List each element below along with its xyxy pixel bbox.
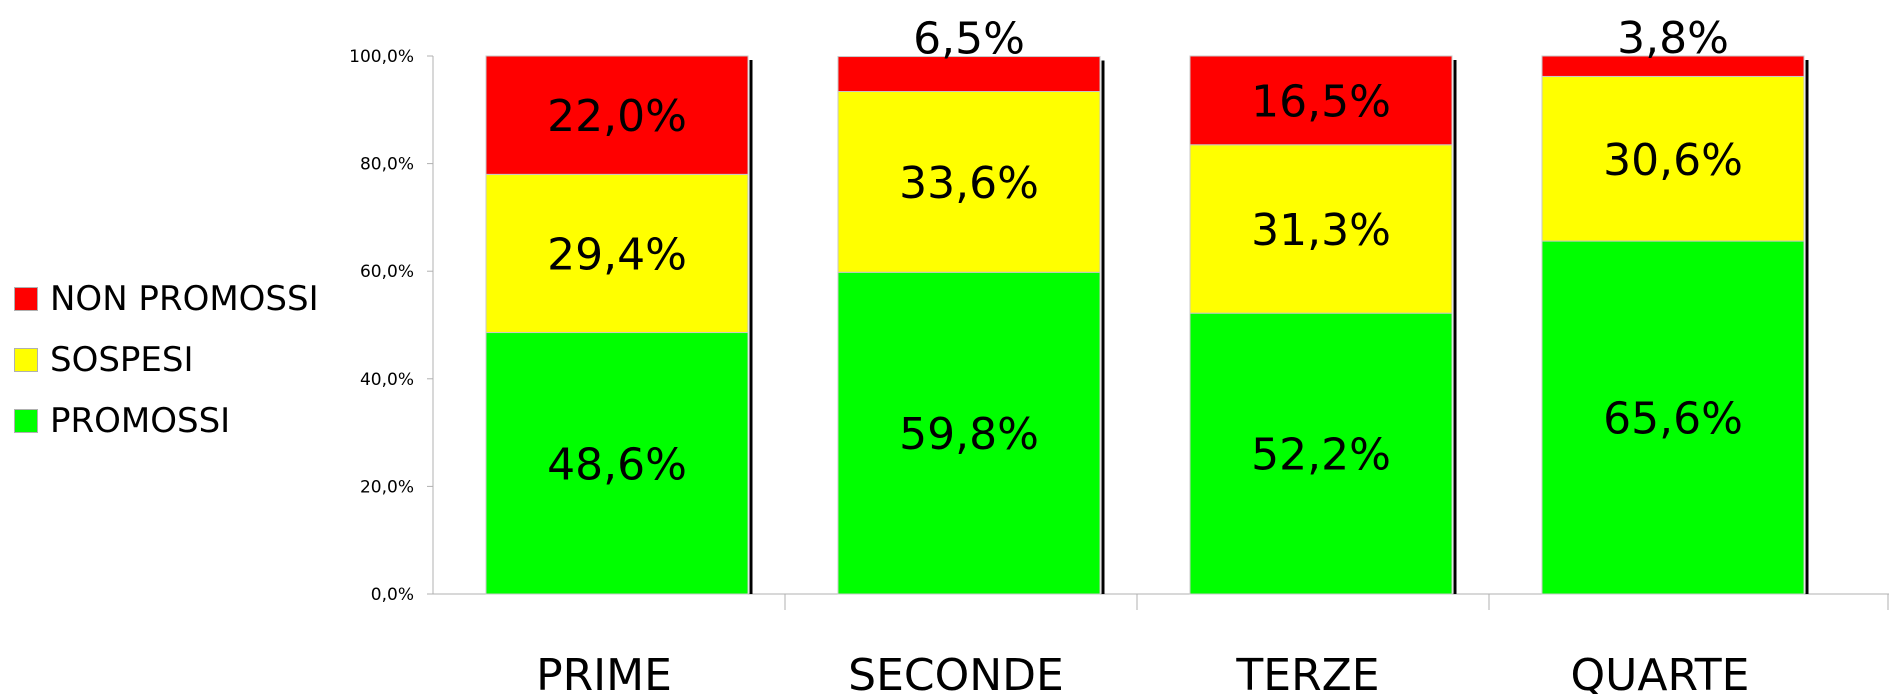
- y-tick-label: 40,0%: [360, 370, 414, 390]
- legend-label-non-promossi: NON PROMOSSI: [50, 278, 319, 319]
- data-label: 16,5%: [1251, 76, 1391, 127]
- bar-segment: [837, 271, 1101, 595]
- y-tick-label: 20,0%: [360, 477, 414, 497]
- chart-bars: [485, 55, 1809, 595]
- bar-segment: [1189, 312, 1453, 595]
- y-tick-label: 100,0%: [349, 47, 414, 67]
- legend-label-sospesi: SOSPESI: [50, 339, 194, 380]
- bar-segment: [837, 56, 1101, 93]
- data-label: 65,6%: [1603, 394, 1743, 445]
- data-label: 30,6%: [1603, 135, 1743, 186]
- legend-item-sospesi: SOSPESI: [14, 329, 319, 390]
- bar-segment: [1189, 144, 1453, 314]
- legend-swatch-sospesi: [14, 347, 38, 372]
- bar-segment: [1189, 55, 1453, 146]
- legend-swatch-non-promossi: [14, 286, 38, 311]
- chart-labels: 48,6% 29,4% 22,0% PRIME 59,8% 33,6% 6,5% SECOND…: [536, 13, 1749, 694]
- legend-item-non-promossi: NON PROMOSSI: [14, 268, 319, 329]
- data-label: 33,6%: [899, 158, 1039, 209]
- data-label: 3,8%: [1617, 13, 1729, 64]
- bar-segment: [837, 91, 1101, 273]
- bar-segment: [485, 173, 749, 334]
- y-tick-label: 80,0%: [360, 155, 414, 175]
- data-label: 31,3%: [1251, 205, 1391, 256]
- data-label: 59,8%: [899, 409, 1039, 460]
- y-tick-label: 0,0%: [371, 585, 414, 605]
- x-category-label: SECONDE: [848, 650, 1064, 694]
- legend-label-promossi: PROMOSSI: [50, 400, 231, 441]
- legend-item-promossi: PROMOSSI: [14, 390, 319, 451]
- bar-segment: [1541, 240, 1805, 595]
- y-tick-label: 60,0%: [360, 262, 414, 282]
- data-label: 48,6%: [547, 439, 687, 490]
- bar-segment: [485, 55, 749, 175]
- data-label: 52,2%: [1251, 430, 1391, 481]
- data-label: 29,4%: [547, 229, 687, 280]
- bar-segment: [1541, 75, 1805, 242]
- data-label: 6,5%: [913, 14, 1025, 65]
- legend: NON PROMOSSI SOSPESI PROMOSSI: [14, 268, 319, 451]
- x-category-label: TERZE: [1235, 650, 1379, 694]
- bar-segment: [1541, 55, 1805, 77]
- bar-segment: [485, 332, 749, 595]
- x-category-label: QUARTE: [1571, 650, 1750, 694]
- data-label: 22,0%: [547, 91, 687, 142]
- legend-swatch-promossi: [14, 408, 38, 433]
- x-category-label: PRIME: [536, 650, 672, 694]
